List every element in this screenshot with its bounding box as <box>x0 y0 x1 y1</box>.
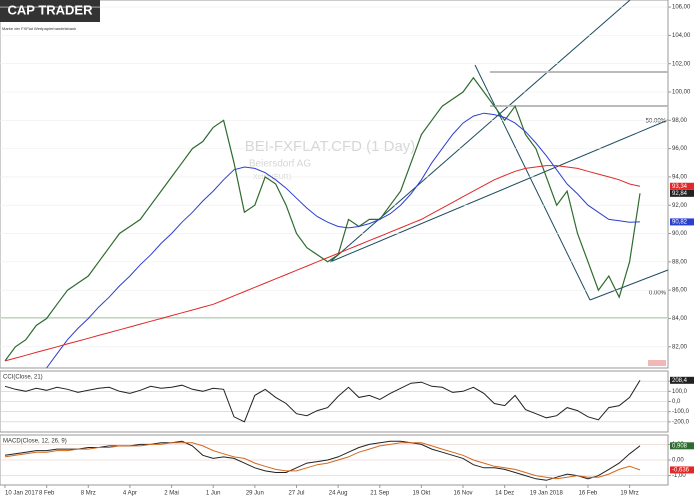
x-tick-label: 8 Mrz <box>81 491 96 497</box>
macd-title: MACD(Close, 12, 26, 9) <box>3 439 67 445</box>
x-tick-label: 27 Jul <box>288 491 304 497</box>
x-tick-label: 29 Jun <box>246 491 264 497</box>
fib-line <box>474 64 591 301</box>
y-tick-label: 104,00 <box>672 33 691 39</box>
fib-line <box>589 269 669 301</box>
main-panel <box>0 0 669 369</box>
price-tag-label: 0,908 <box>672 443 688 449</box>
y-tick-label: 100,0 <box>672 389 688 395</box>
price-tag <box>670 218 694 226</box>
marker-box <box>648 360 666 366</box>
x-tick-label: 14 Dez <box>495 491 514 497</box>
y-tick-label: 86,00 <box>672 288 688 294</box>
tagline: Marke der FXFlat Wertpapierhandelsbank <box>2 26 76 31</box>
y-tick-label: 96,00 <box>672 146 688 152</box>
y-tick-label: 84,00 <box>672 316 688 322</box>
series-line <box>4 440 641 481</box>
y-tick-label: 102,00 <box>672 61 691 67</box>
y-tick-label: -1,00 <box>672 473 686 479</box>
price-tag-label: -0,636 <box>672 468 690 474</box>
x-tick-label: 19 Jan 2018 <box>530 491 564 497</box>
y-tick-label: 90,00 <box>672 231 688 237</box>
y-tick-label: 98,00 <box>672 118 688 124</box>
x-tick-label: 2 Mai <box>164 491 179 497</box>
price-tag-label: 92,84 <box>672 191 688 197</box>
x-tick-label: 4 Apr <box>123 491 137 497</box>
series-line <box>4 165 641 362</box>
series-line <box>46 112 641 369</box>
price-tag <box>670 182 694 190</box>
x-tick-label: 10 Jan 2017 <box>5 491 39 497</box>
fib-label: 50.00% <box>646 119 667 125</box>
x-tick-label: 21 Sep <box>370 491 390 497</box>
series-line <box>4 380 641 423</box>
watermark-title: BEI-FXFLAT.CFD (1 Day) <box>245 138 416 155</box>
series-line <box>4 76 641 362</box>
y-tick-label: -200,0 <box>672 419 690 425</box>
logo: CAP TRADER <box>8 2 94 17</box>
price-tag <box>670 189 694 197</box>
price-tag-label: 93,34 <box>672 184 688 190</box>
x-tick-label: 24 Aug <box>329 491 348 497</box>
y-tick-label: 106,00 <box>672 5 691 11</box>
y-tick-label: 0,0 <box>672 399 681 405</box>
price-tag <box>670 466 694 474</box>
y-tick-label: 88,00 <box>672 259 688 265</box>
cci-title: CCI(Close, 21) <box>3 375 43 381</box>
fib-label: 0.00% <box>649 291 667 297</box>
x-tick-label: 1 Jun <box>206 491 221 497</box>
y-tick-label: 0,00 <box>672 458 684 464</box>
x-tick-label: 16 Nov <box>454 491 473 497</box>
y-tick-label: 100,00 <box>672 90 691 96</box>
y-tick-label: -100,0 <box>672 409 690 415</box>
price-tag-label: 208,4 <box>672 378 688 384</box>
y-tick-label: 94,00 <box>672 175 688 181</box>
series-line <box>4 442 641 480</box>
x-tick-label: 8 Feb <box>39 491 55 497</box>
logo-box <box>0 0 100 22</box>
x-tick-label: 19 Okt <box>413 491 431 497</box>
price-tag <box>670 442 694 450</box>
x-tick-label: 19 Mrz <box>620 491 638 497</box>
y-tick-label: 82,00 <box>672 344 688 350</box>
watermark-subtitle: Beiersdorf AG <box>249 159 311 170</box>
trend-channel-lower <box>329 119 669 263</box>
y-tick-label: 92,00 <box>672 203 688 209</box>
price-tag-label: 90,82 <box>672 220 688 226</box>
x-tick-label: 16 Feb <box>579 491 598 497</box>
price-tag <box>670 376 694 384</box>
